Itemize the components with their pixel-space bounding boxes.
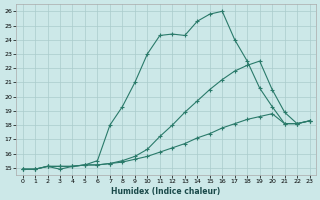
X-axis label: Humidex (Indice chaleur): Humidex (Indice chaleur) xyxy=(111,187,221,196)
